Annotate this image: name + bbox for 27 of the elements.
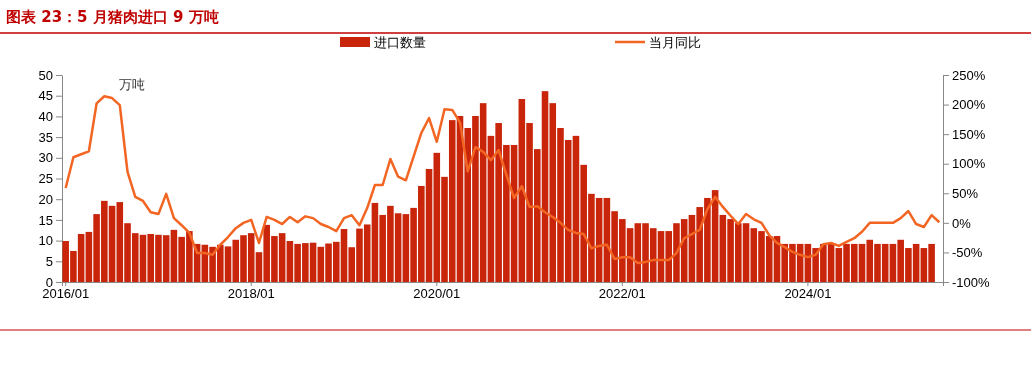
y2-tick-label: 50% [952,185,979,201]
y-tick-label: 15 [38,212,53,228]
x-tick-label: 2020/01 [413,286,461,302]
x-tick-label: 2022/01 [598,286,646,302]
y2-tick-label: -100% [952,274,991,290]
y-tick-label: 10 [38,233,53,249]
y-tick-label: 20 [38,191,53,207]
y-tick-label: 40 [38,109,53,125]
legend-label: 进口数量 [374,35,426,50]
line-series [64,95,941,265]
y2-tick-label: 200% [952,97,986,113]
y2-tick-label: 100% [952,156,986,172]
y-tick-label: 5 [45,253,53,269]
y-axis-title: 万吨 [118,77,145,92]
y2-tick-label: -50% [952,245,983,261]
chart-title: 图表 23：5 月猪肉进口 9 万吨 [6,8,219,26]
y2-tick-label: 0% [952,215,972,231]
y-tick-label: 50 [38,67,53,83]
y-tick-label: 30 [38,150,53,166]
x-tick-label: 2024/01 [784,286,832,302]
y-tick-label: 35 [38,129,53,145]
legend-label: 当月同比 [649,35,701,50]
y2-tick-label: 150% [952,126,986,142]
y-tick-label: 45 [38,88,53,104]
x-tick-label: 2018/01 [227,286,275,302]
y-tick-label: 25 [38,171,53,187]
y2-tick-label: 250% [952,67,986,83]
